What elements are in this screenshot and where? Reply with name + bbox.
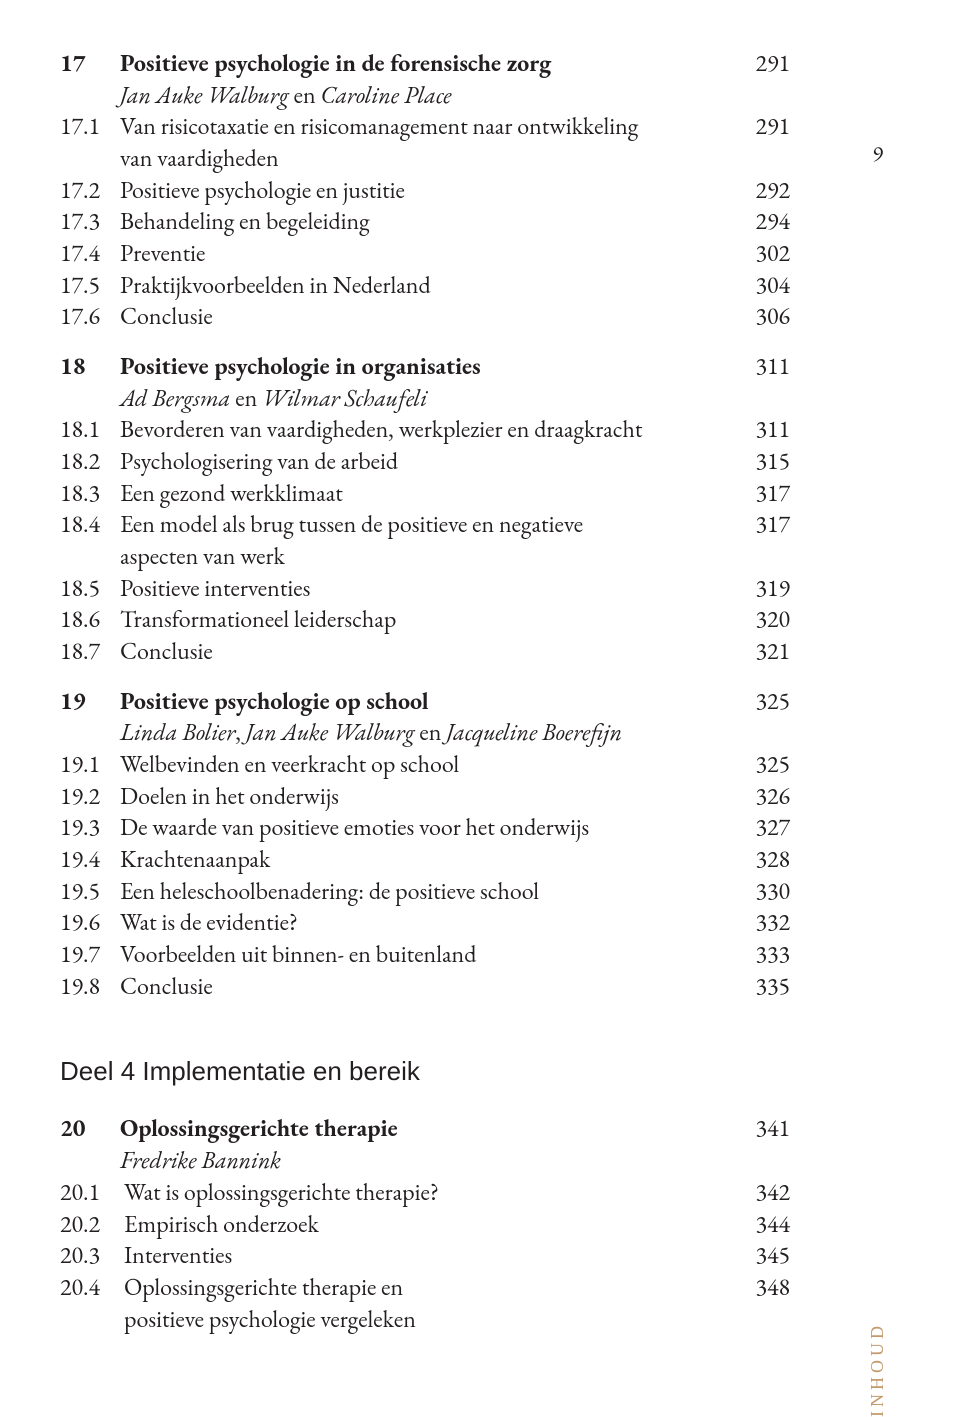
page-number: 291	[720, 48, 790, 80]
chapter-title: Positieve psychologie in organisaties	[120, 351, 720, 383]
chapter-19-block: 19 Positieve psychologie op school 325 L…	[60, 686, 790, 1003]
chapter-authors: Jan Auke Walburg en Caroline Place	[120, 80, 720, 112]
chapter-18-block: 18 Positieve psychologie in organisaties…	[60, 351, 790, 668]
page-number: 311	[720, 351, 790, 383]
toc-entry-number: 17.1	[60, 111, 120, 143]
chapter-authors: Fredrike Bannink	[120, 1145, 720, 1177]
page-number: 325	[720, 686, 790, 718]
chapter-17-block: 17 Positieve psychologie in de forensisc…	[60, 48, 790, 333]
chapter-authors: Linda Bolier, Jan Auke Walburg en Jacque…	[120, 717, 720, 749]
chapter-number: 17	[60, 48, 120, 80]
chapter-title: Positieve psychologie op school	[120, 686, 720, 718]
toc-entry-text-cont: van vaardigheden	[120, 143, 720, 175]
chapter-number: 19	[60, 686, 120, 718]
chapter-title: Positieve psychologie in de forensische …	[120, 48, 720, 80]
part-title: Deel 4 Implementatie en bereik	[60, 1056, 790, 1087]
toc-page: 9 17 Positieve psychologie in de forensi…	[0, 0, 960, 1376]
side-page-number: 9	[872, 134, 884, 165]
chapter-number: 20	[60, 1113, 120, 1145]
page-number: 341	[720, 1113, 790, 1145]
chapter-title: Oplossingsgerichte therapie	[120, 1113, 720, 1145]
page-number: 291	[720, 111, 790, 143]
chapter-number: 18	[60, 351, 120, 383]
chapter-authors: Ad Bergsma en Wilmar Schaufeli	[120, 383, 720, 415]
toc-entry-text: Van risicotaxatie en risicomanagement na…	[120, 111, 720, 143]
chapter-20-block: 20 Oplossingsgerichte therapie 341 Fredr…	[60, 1113, 790, 1335]
footer-section-label: INHOUD	[867, 1322, 888, 1417]
